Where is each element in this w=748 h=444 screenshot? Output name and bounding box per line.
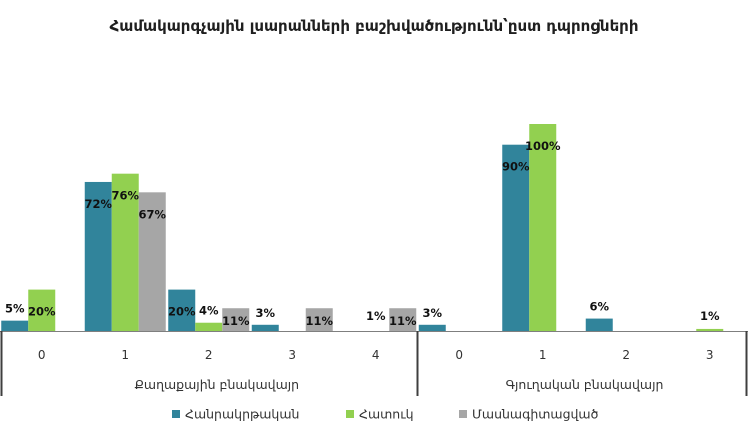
data-label-s2-c3: 11%	[305, 314, 333, 328]
x-tick-label-g1-c0: 0	[455, 348, 463, 362]
legend-label-2: Մասնագիտացված	[472, 407, 598, 422]
legend-swatch-0	[172, 410, 180, 418]
bar-s1-c1	[111, 173, 139, 331]
bar-s2-c1	[138, 192, 166, 331]
data-label-s0-c7: 6%	[589, 300, 609, 314]
x-tick-label-g1-c2: 2	[622, 348, 630, 362]
data-label-s0-c2: 20%	[168, 305, 196, 319]
bar-s1-c6	[529, 124, 557, 331]
data-label-s0-c0: 5%	[5, 302, 25, 316]
data-label-s2-c1: 67%	[138, 207, 166, 221]
x-tick-label-g0-c4: 4	[372, 348, 380, 362]
x-tick-label-g0-c1: 1	[121, 348, 129, 362]
bar-s0-c3	[251, 324, 279, 331]
legend-label-0: Հանրակրթական	[185, 407, 299, 422]
bar-s2-c3	[305, 308, 333, 331]
x-tick-label-g1-c1: 1	[539, 348, 547, 362]
x-tick-label-g0-c3: 3	[288, 348, 296, 362]
x-tick-label-g0-c0: 0	[38, 348, 46, 362]
chart-title: Համակարգչային լսարանների բաշխվածությունն…	[109, 17, 639, 35]
data-label-s1-c6: 100%	[525, 139, 561, 153]
data-label-s1-c4: 1%	[366, 309, 386, 323]
bar-s2-c4	[389, 308, 417, 331]
bar-s0-c5	[418, 324, 446, 331]
data-label-s0-c6: 90%	[502, 160, 530, 174]
group-label-1: Գյուղական բնակավայր	[506, 377, 664, 392]
bar-s0-c6	[502, 144, 530, 331]
bar-s0-c7	[585, 318, 613, 331]
legend-label-1: Հատուկ	[359, 407, 414, 422]
data-label-s2-c4: 11%	[389, 314, 417, 328]
bar-s0-c0	[1, 320, 29, 331]
data-label-s2-c2: 11%	[222, 314, 250, 328]
data-label-s1-c8: 1%	[700, 309, 720, 323]
data-label-s1-c2: 4%	[199, 304, 219, 318]
legend-swatch-2	[459, 410, 467, 418]
data-label-s0-c5: 3%	[422, 306, 442, 320]
bar-s0-c1	[84, 181, 112, 331]
bar-s1-c0	[28, 289, 56, 331]
data-label-s0-c1: 72%	[84, 197, 112, 211]
legend-swatch-1	[346, 410, 354, 418]
data-label-s0-c3: 3%	[255, 306, 275, 320]
data-label-s1-c0: 20%	[28, 305, 56, 319]
group-label-0: Քաղաքային բնակավայր	[134, 377, 299, 392]
data-label-s1-c1: 76%	[111, 189, 139, 203]
bar-s1-c2	[195, 322, 223, 331]
bar-s0-c2	[168, 289, 196, 331]
bar-s1-c8	[696, 328, 724, 331]
bar-s2-c2	[222, 308, 250, 331]
x-tick-label-g0-c2: 2	[205, 348, 213, 362]
x-tick-label-g1-c3: 3	[706, 348, 714, 362]
